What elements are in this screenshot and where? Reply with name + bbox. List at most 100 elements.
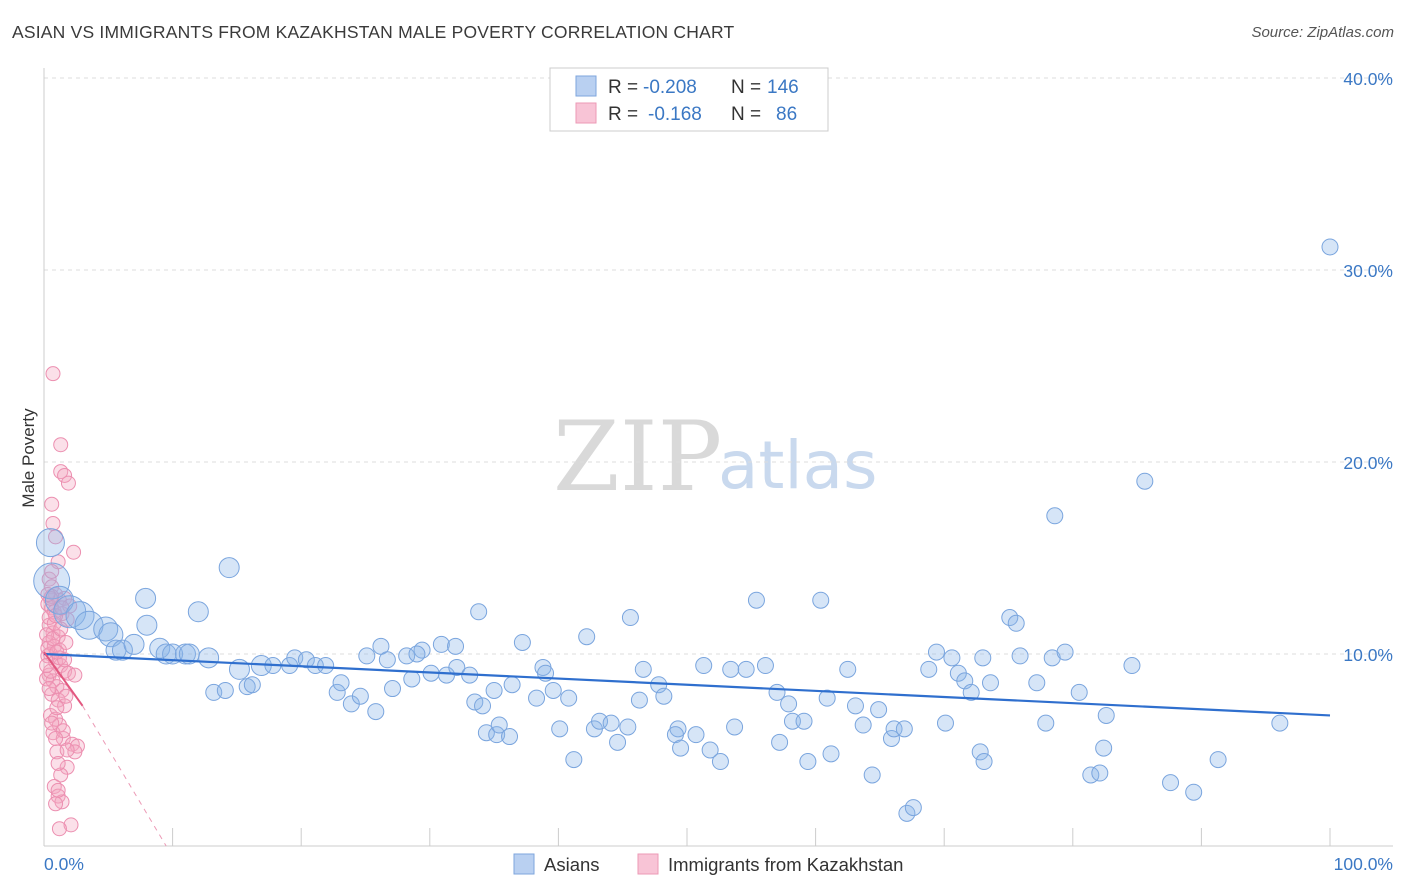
data-point-asians: [783, 712, 801, 730]
data-point-kazakhstan: [44, 715, 60, 731]
data-point-kazakhstan: [39, 658, 55, 674]
data-point-asians: [981, 674, 999, 692]
data-point-asians: [35, 528, 65, 558]
data-point-asians: [328, 683, 346, 701]
data-point-asians: [1001, 609, 1019, 627]
data-point-asians: [799, 753, 817, 771]
data-point-asians: [1209, 751, 1227, 769]
data-point-asians: [695, 657, 713, 675]
data-point-kazakhstan: [45, 366, 61, 382]
y-axis-ticks: 10.0% 20.0% 30.0% 40.0%: [1343, 69, 1393, 665]
data-point-asians: [634, 660, 652, 678]
data-point-asians: [756, 657, 774, 675]
watermark: ZIP atlas: [553, 401, 878, 513]
data-point-asians: [111, 639, 133, 661]
series-legend: Asians Immigrants from Kazakhstan: [513, 853, 903, 875]
data-point-asians: [1136, 472, 1154, 490]
data-point-kazakhstan: [54, 600, 70, 616]
data-point-kazakhstan: [50, 782, 66, 798]
data-point-asians: [882, 729, 900, 747]
data-point-kazakhstan: [49, 700, 65, 716]
data-point-asians: [927, 643, 945, 661]
legend-r-value-kazakhstan: -0.168: [648, 104, 702, 125]
data-point-asians: [448, 658, 466, 676]
data-point-kazakhstan: [57, 467, 73, 483]
data-point-asians: [818, 689, 836, 707]
data-point-asians: [384, 680, 402, 698]
data-point-asians: [1056, 643, 1074, 661]
data-point-asians: [885, 720, 903, 738]
data-point-asians: [936, 714, 954, 732]
data-point-asians: [1028, 674, 1046, 692]
data-point-kazakhstan: [48, 796, 64, 812]
data-point-asians: [198, 647, 220, 669]
data-point-asians: [898, 804, 916, 822]
data-point-asians: [474, 697, 492, 715]
data-point-asians: [351, 687, 369, 705]
data-point-asians: [398, 647, 416, 665]
data-point-asians: [1095, 739, 1113, 757]
data-point-asians: [602, 714, 620, 732]
data-point-asians: [466, 693, 484, 711]
data-point-asians: [432, 635, 450, 653]
data-point-asians: [655, 687, 673, 705]
correlation-legend: R = -0.208 N = 146 R = -0.168 N = 86: [549, 67, 829, 132]
data-point-asians: [975, 753, 993, 771]
data-point-asians: [44, 585, 74, 615]
y-tick-label: 10.0%: [1343, 645, 1393, 665]
data-point-asians: [367, 703, 385, 721]
data-point-asians: [216, 681, 234, 699]
series-kazakhstan-points: [39, 366, 85, 837]
data-point-asians: [1091, 764, 1109, 782]
data-point-kazakhstan: [51, 821, 67, 837]
data-point-asians: [98, 622, 124, 648]
x-tick-label: 100.0%: [1334, 854, 1393, 874]
data-point-asians: [1037, 714, 1055, 732]
legend-r-value-asians: -0.208: [643, 77, 697, 98]
data-point-kazakhstan: [63, 817, 79, 833]
data-point-asians: [904, 799, 922, 817]
data-point-asians: [854, 716, 872, 734]
data-point-asians: [1097, 706, 1115, 724]
data-point-asians: [503, 676, 521, 694]
data-point-asians: [726, 718, 744, 736]
data-point-kazakhstan: [67, 667, 83, 683]
data-point-asians: [528, 689, 546, 707]
data-point-asians: [551, 720, 569, 738]
data-point-asians: [1046, 507, 1064, 525]
data-point-asians: [812, 591, 830, 609]
data-point-asians: [187, 601, 209, 623]
data-point-kazakhstan: [59, 742, 75, 758]
legend-n-value-asians: 146: [767, 77, 799, 98]
data-point-asians: [609, 733, 627, 751]
data-point-asians: [470, 603, 488, 621]
data-point-asians: [1185, 783, 1203, 801]
watermark-atlas: atlas: [718, 427, 878, 504]
data-point-asians: [839, 660, 857, 678]
trend-line-kazakhstan-extension: [82, 705, 167, 847]
data-point-asians: [332, 674, 350, 692]
data-point-asians: [672, 739, 690, 757]
data-point-asians: [768, 683, 786, 701]
data-point-asians: [218, 557, 240, 579]
data-point-asians: [297, 651, 315, 669]
data-point-asians: [621, 609, 639, 627]
data-point-asians: [780, 695, 798, 713]
data-point-asians: [1321, 238, 1339, 256]
trend-line-kazakhstan: [43, 651, 84, 707]
legend-r-label-asians: R =: [608, 77, 638, 98]
data-point-kazakhstan: [48, 730, 64, 746]
data-point-asians: [795, 712, 813, 730]
y-tick-label: 20.0%: [1343, 453, 1393, 473]
data-point-asians: [136, 614, 158, 636]
legend-swatch-kazakhstan-bottom: [637, 853, 659, 875]
data-point-kazakhstan: [57, 652, 73, 668]
data-point-asians: [870, 701, 888, 719]
data-point-asians: [701, 741, 719, 759]
gridlines: [44, 77, 1393, 655]
data-point-kazakhstan: [53, 437, 69, 453]
data-point-asians: [971, 743, 989, 761]
axes: [43, 68, 1393, 847]
chart-title: ASIAN VS IMMIGRANTS FROM KAZAKHSTAN MALE…: [12, 22, 735, 42]
